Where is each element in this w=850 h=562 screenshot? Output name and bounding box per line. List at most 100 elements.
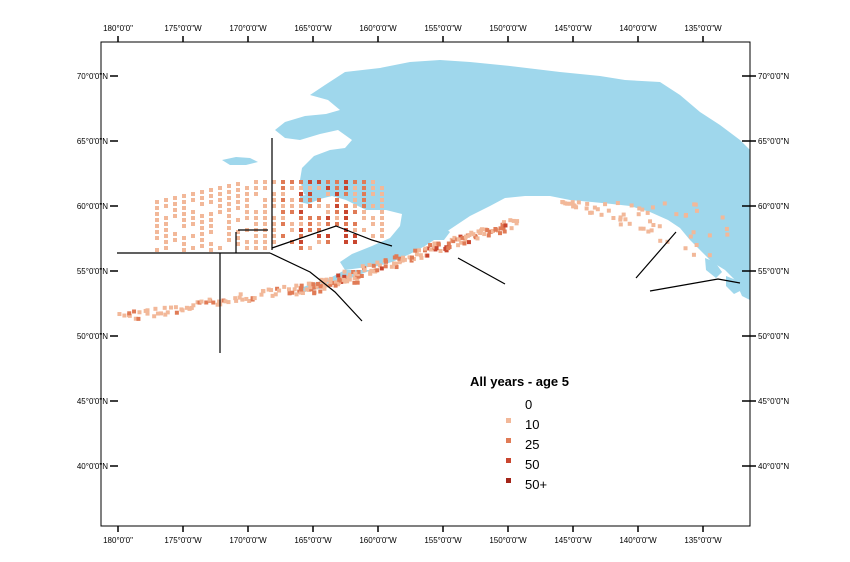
lat-label-left: 45°0'0"N	[77, 397, 108, 406]
survey-point	[188, 306, 193, 311]
survey-point	[182, 206, 186, 210]
survey-point	[290, 290, 295, 295]
survey-point	[155, 212, 159, 216]
survey-point	[263, 210, 267, 214]
survey-point	[335, 198, 339, 202]
survey-point	[136, 316, 141, 321]
survey-point	[245, 186, 249, 190]
survey-point	[272, 180, 276, 184]
survey-point	[353, 210, 357, 214]
survey-point	[640, 207, 645, 212]
survey-point	[236, 188, 240, 192]
survey-point	[281, 204, 285, 208]
lon-label-top: 150°0'0"W	[489, 24, 527, 33]
survey-point	[460, 235, 465, 240]
survey-point	[326, 186, 330, 190]
survey-point	[308, 285, 313, 290]
survey-point	[592, 205, 597, 210]
survey-point	[560, 200, 565, 205]
survey-point	[299, 216, 303, 220]
survey-point	[326, 204, 330, 208]
survey-point	[236, 194, 240, 198]
survey-point	[204, 300, 209, 305]
lon-label-bottom: 165°0'0"W	[294, 536, 332, 545]
lon-label-top: 165°0'0"W	[294, 24, 332, 33]
survey-point	[362, 210, 366, 214]
survey-point	[691, 230, 696, 235]
survey-point	[322, 286, 327, 291]
survey-point	[127, 313, 132, 318]
survey-point	[254, 216, 258, 220]
survey-point	[497, 231, 502, 236]
survey-point	[432, 241, 437, 246]
survey-point	[182, 248, 186, 252]
lon-label-top: 175°0'0"W	[164, 24, 202, 33]
survey-point	[263, 204, 267, 208]
legend-swatch	[506, 438, 511, 443]
survey-point	[356, 269, 361, 274]
lon-label-bottom: 150°0'0"W	[489, 536, 527, 545]
lon-label-bottom: 175°0'0"W	[164, 536, 202, 545]
survey-point	[218, 198, 222, 202]
survey-point	[245, 216, 249, 220]
survey-point	[636, 212, 641, 217]
survey-point	[328, 282, 333, 287]
survey-point	[589, 210, 594, 215]
survey-point	[182, 242, 186, 246]
survey-point	[335, 222, 339, 226]
survey-point	[356, 274, 361, 279]
survey-point	[281, 210, 285, 214]
survey-point	[341, 277, 346, 282]
survey-point	[353, 240, 357, 244]
lon-label-bottom: 180°0'0"	[103, 536, 133, 545]
survey-point	[658, 238, 663, 243]
survey-point	[308, 180, 312, 184]
survey-point	[218, 204, 222, 208]
survey-point	[380, 216, 384, 220]
survey-point	[191, 198, 195, 202]
survey-point	[227, 214, 231, 218]
survey-point	[623, 217, 628, 222]
survey-point	[308, 216, 312, 220]
survey-point	[344, 210, 348, 214]
survey-point	[182, 194, 186, 198]
survey-point	[344, 222, 348, 226]
survey-point	[650, 205, 655, 210]
survey-point	[486, 233, 491, 238]
survey-point	[281, 180, 285, 184]
survey-point	[362, 204, 366, 208]
survey-point	[290, 240, 294, 244]
survey-point	[380, 222, 384, 226]
survey-point	[191, 210, 195, 214]
survey-point	[281, 234, 285, 238]
survey-point	[308, 198, 312, 202]
survey-point	[503, 223, 508, 228]
survey-point	[209, 200, 213, 204]
survey-point	[182, 218, 186, 222]
legend-swatch	[506, 458, 511, 463]
survey-point	[371, 192, 375, 196]
survey-point	[694, 208, 699, 213]
survey-point	[570, 200, 575, 205]
survey-point	[565, 201, 570, 206]
survey-point	[353, 198, 357, 202]
survey-point	[720, 215, 725, 220]
survey-point	[165, 310, 170, 315]
survey-point	[466, 240, 471, 245]
survey-point	[299, 240, 303, 244]
survey-point	[290, 186, 294, 190]
survey-point	[638, 226, 643, 231]
survey-point	[254, 246, 258, 250]
survey-point	[371, 216, 375, 220]
survey-point	[362, 198, 366, 202]
survey-point	[351, 269, 356, 274]
survey-point	[272, 222, 276, 226]
lon-label-bottom: 135°0'0"W	[684, 536, 722, 545]
survey-point	[401, 255, 406, 260]
survey-point	[446, 241, 451, 246]
survey-point	[236, 200, 240, 204]
survey-point	[480, 227, 485, 232]
survey-point	[290, 204, 294, 208]
survey-point	[254, 180, 258, 184]
